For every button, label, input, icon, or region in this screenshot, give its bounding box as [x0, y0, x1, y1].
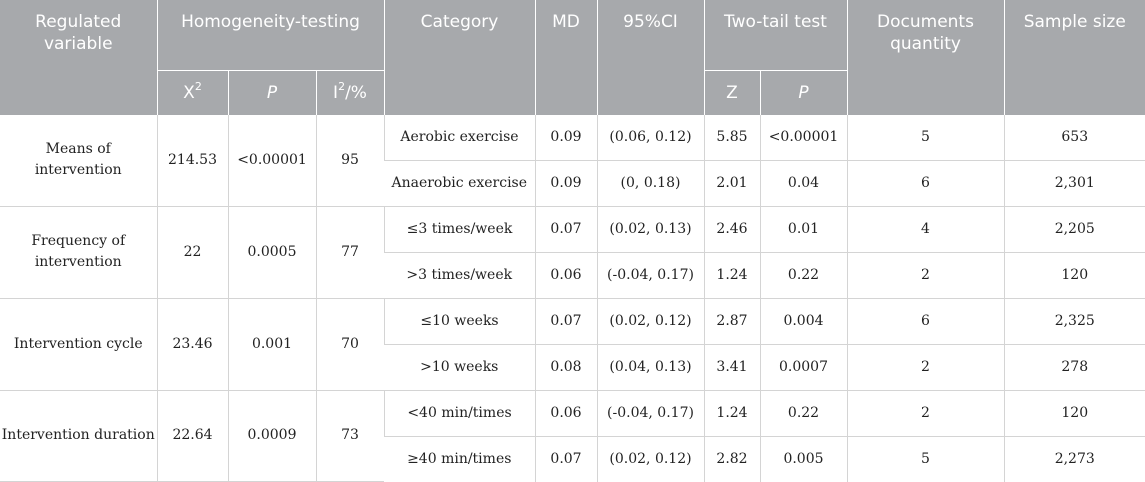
cell-category: >3 times/week: [384, 252, 535, 299]
cell-p-homogeneity: 0.001: [227, 298, 316, 391]
header-two-tail-test: Two-tail test: [703, 0, 847, 71]
cell-95ci: (0, 0.18): [596, 160, 704, 207]
cell-z: 3.41: [703, 344, 760, 391]
cell-variable: Intervention duration: [0, 390, 157, 482]
cell-p-two-tail: 0.04: [759, 160, 847, 207]
cell-p-two-tail: 0.22: [759, 390, 847, 437]
cell-md: 0.06: [534, 252, 597, 299]
cell-category: ≤3 times/week: [383, 206, 535, 253]
cell-category: ≥40 min/times: [407, 450, 512, 467]
cell-z: 1.24: [703, 390, 760, 437]
cell-md: 0.07: [534, 436, 597, 482]
cell-i-squared: 95: [315, 114, 384, 207]
cell-category: Anaerobic exercise: [384, 160, 535, 207]
cell-documents-quantity: 2: [846, 390, 1004, 437]
cell-p-two-tail: 0.004: [759, 298, 847, 345]
cell-95ci: (0.02, 0.12): [596, 436, 704, 482]
cell-variable: Means of intervention: [0, 114, 157, 207]
cell-sample-size: 653: [1003, 114, 1145, 161]
cell-documents-quantity: 5: [846, 114, 1004, 161]
cell-i-squared: 77: [315, 206, 384, 299]
cell-p-two-tail: 0.22: [759, 252, 847, 299]
cell-i-squared: 73: [315, 390, 384, 482]
header-sample-size: Sample size: [1003, 0, 1145, 115]
cell-chi-square: 214.53: [156, 114, 228, 207]
header-p-homogeneity: P: [227, 70, 316, 115]
table-row: ≥40 min/times 0.07 (0.02, 0.12) 2.82 0.005 5 2…: [0, 436, 1145, 482]
cell-chi-square: 23.46: [156, 298, 228, 391]
cell-p-homogeneity: 0.0009: [227, 390, 316, 482]
cell-sample-size: 278: [1003, 344, 1145, 391]
cell-md: 0.08: [534, 344, 597, 391]
cell-95ci: (-0.04, 0.17): [596, 252, 704, 299]
cell-z: 2.82: [703, 436, 760, 482]
cell-95ci: (-0.04, 0.17): [596, 390, 704, 437]
cell-p-homogeneity: 0.0005: [227, 206, 316, 299]
cell-z: 2.01: [703, 160, 760, 207]
table-row: >3 times/week 0.06 (-0.04, 0.17) 1.24 0.22 2 1…: [0, 252, 1145, 299]
cell-md: 0.09: [534, 114, 597, 161]
table-row: >10 weeks 0.08 (0.04, 0.13) 3.41 0.0007 2 278: [0, 344, 1145, 391]
cell-sample-size: 120: [1003, 390, 1145, 437]
cell-95ci: (0.02, 0.13): [596, 206, 704, 253]
header-i-squared: I2/%: [315, 70, 384, 115]
header-homogeneity-testing: Homogeneity-testing: [156, 0, 384, 71]
table-row: Anaerobic exercise 0.09 (0, 0.18) 2.01 0.04 6…: [0, 160, 1145, 207]
cell-p-two-tail: 0.01: [759, 206, 847, 253]
cell-p-two-tail: <0.00001: [759, 114, 847, 161]
cell-documents-quantity: 6: [846, 160, 1004, 207]
cell-sample-size: 120: [1003, 252, 1145, 299]
cell-sample-size: 2,325: [1003, 298, 1145, 345]
cell-sample-size: 2,273: [1003, 436, 1145, 482]
cell-documents-quantity: 2: [846, 344, 1004, 391]
cell-z: 2.87: [703, 298, 760, 345]
header-95ci: 95%CI: [596, 0, 704, 115]
cell-z: 5.85: [703, 114, 760, 161]
cell-variable: Intervention cycle: [0, 298, 157, 391]
cell-95ci: (0.04, 0.13): [596, 344, 704, 391]
cell-chi-square: 22: [156, 206, 228, 299]
header-regulated-variable: Regulated variable: [0, 0, 157, 115]
table-row: Intervention cycle 23.46 0.001 70 ≤10 weeks 0…: [0, 298, 1145, 391]
header-z: Z: [703, 70, 760, 115]
cell-p-two-tail: 0.0007: [759, 344, 847, 391]
cell-category: Aerobic exercise: [383, 114, 535, 161]
cell-sample-size: 2,205: [1003, 206, 1145, 253]
cell-documents-quantity: 6: [846, 298, 1004, 345]
cell-category: ≤10 weeks: [383, 298, 535, 345]
table-row: Frequency of intervention 22 0.0005 77 ≤3 ti…: [0, 206, 1145, 299]
cell-variable: Frequency of intervention: [0, 206, 157, 299]
cell-z: 1.24: [703, 252, 760, 299]
cell-md: 0.07: [534, 298, 597, 345]
cell-i-squared: 70: [315, 298, 384, 391]
header-p-two-tail: P: [759, 70, 847, 115]
cell-p-two-tail: 0.005: [759, 436, 847, 482]
cell-documents-quantity: 4: [846, 206, 1004, 253]
header-md: MD: [534, 0, 597, 115]
cell-category: >10 weeks: [384, 344, 535, 391]
cell-md: 0.06: [534, 390, 597, 437]
cell-sample-size: 2,301: [1003, 160, 1145, 207]
cell-documents-quantity: 2: [846, 252, 1004, 299]
cell-z: 2.46: [703, 206, 760, 253]
cell-documents-quantity: 5: [846, 436, 1004, 482]
cell-md: 0.07: [534, 206, 597, 253]
header-documents-quantity: Documents quantity: [846, 0, 1004, 115]
table-body: Means of intervention 214.53 <0.00001 95 Aer…: [0, 114, 1145, 482]
cell-chi-square: 22.64: [156, 390, 228, 482]
cell-category: <40 min/times: [383, 390, 535, 437]
header-chi-square: X2: [156, 70, 228, 115]
cell-md: 0.09: [534, 160, 597, 207]
cell-p-homogeneity: <0.00001: [227, 114, 316, 207]
table-row: Means of intervention 214.53 <0.00001 95 Aer…: [0, 114, 1145, 207]
cell-95ci: (0.06, 0.12): [596, 114, 704, 161]
cell-95ci: (0.02, 0.12): [596, 298, 704, 345]
header-category: Category: [383, 0, 535, 115]
table-row: Intervention duration 22.64 0.0009 73 <40 mi…: [0, 390, 1145, 482]
